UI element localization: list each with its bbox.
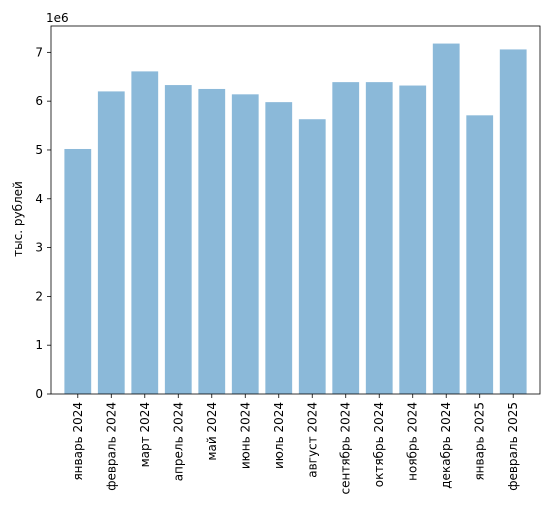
bar-7 xyxy=(265,102,293,394)
y-tick-label: 1 xyxy=(35,338,43,352)
x-tick-label: ноябрь 2024 xyxy=(406,402,420,481)
x-tick-label: август 2024 xyxy=(305,402,319,478)
bar-6 xyxy=(231,94,259,394)
bar-5 xyxy=(198,88,226,395)
x-tick-label: январь 2024 xyxy=(71,402,85,481)
axes-group: январь 2024 февраль 2024 март 2024 апрель 2… xyxy=(35,25,541,494)
bars-group xyxy=(64,43,527,395)
y-tick-label: 4 xyxy=(35,192,43,206)
bar-10 xyxy=(365,82,393,394)
x-tick-label: февраль 2025 xyxy=(506,402,520,491)
y-tick-label: 2 xyxy=(35,289,43,303)
bar-1 xyxy=(64,148,92,394)
y-axis-scale-label: 1e6 xyxy=(46,11,69,25)
y-tick-label: 6 xyxy=(35,94,43,108)
bar-11 xyxy=(399,85,427,394)
bar-2 xyxy=(97,91,125,395)
y-tick-label: 0 xyxy=(35,387,43,401)
x-tick-label: сентябрь 2024 xyxy=(339,402,353,494)
plot-frame xyxy=(50,25,541,395)
bar-8 xyxy=(298,119,326,394)
bar-14 xyxy=(499,49,527,395)
bar-12 xyxy=(432,43,460,394)
bar-3 xyxy=(131,71,159,394)
x-tick-label: январь 2025 xyxy=(473,402,487,481)
bar-9 xyxy=(332,82,360,394)
y-tick-label: 3 xyxy=(35,241,43,255)
y-tick-label: 7 xyxy=(35,45,43,59)
bar-4 xyxy=(164,85,192,394)
bar-13 xyxy=(466,115,494,394)
x-tick-label: март 2024 xyxy=(138,402,152,467)
x-tick-label: октябрь 2024 xyxy=(372,402,386,487)
x-tick-label: июль 2024 xyxy=(272,402,286,469)
y-axis-label: тыс. рублей xyxy=(11,181,25,257)
x-tick-label: февраль 2024 xyxy=(104,402,118,491)
x-tick-label: декабрь 2024 xyxy=(439,402,453,489)
y-tick-label: 5 xyxy=(35,143,43,157)
x-tick-label: май 2024 xyxy=(205,402,219,461)
x-tick-label: июнь 2024 xyxy=(238,402,252,469)
x-tick-label: апрель 2024 xyxy=(171,402,185,481)
